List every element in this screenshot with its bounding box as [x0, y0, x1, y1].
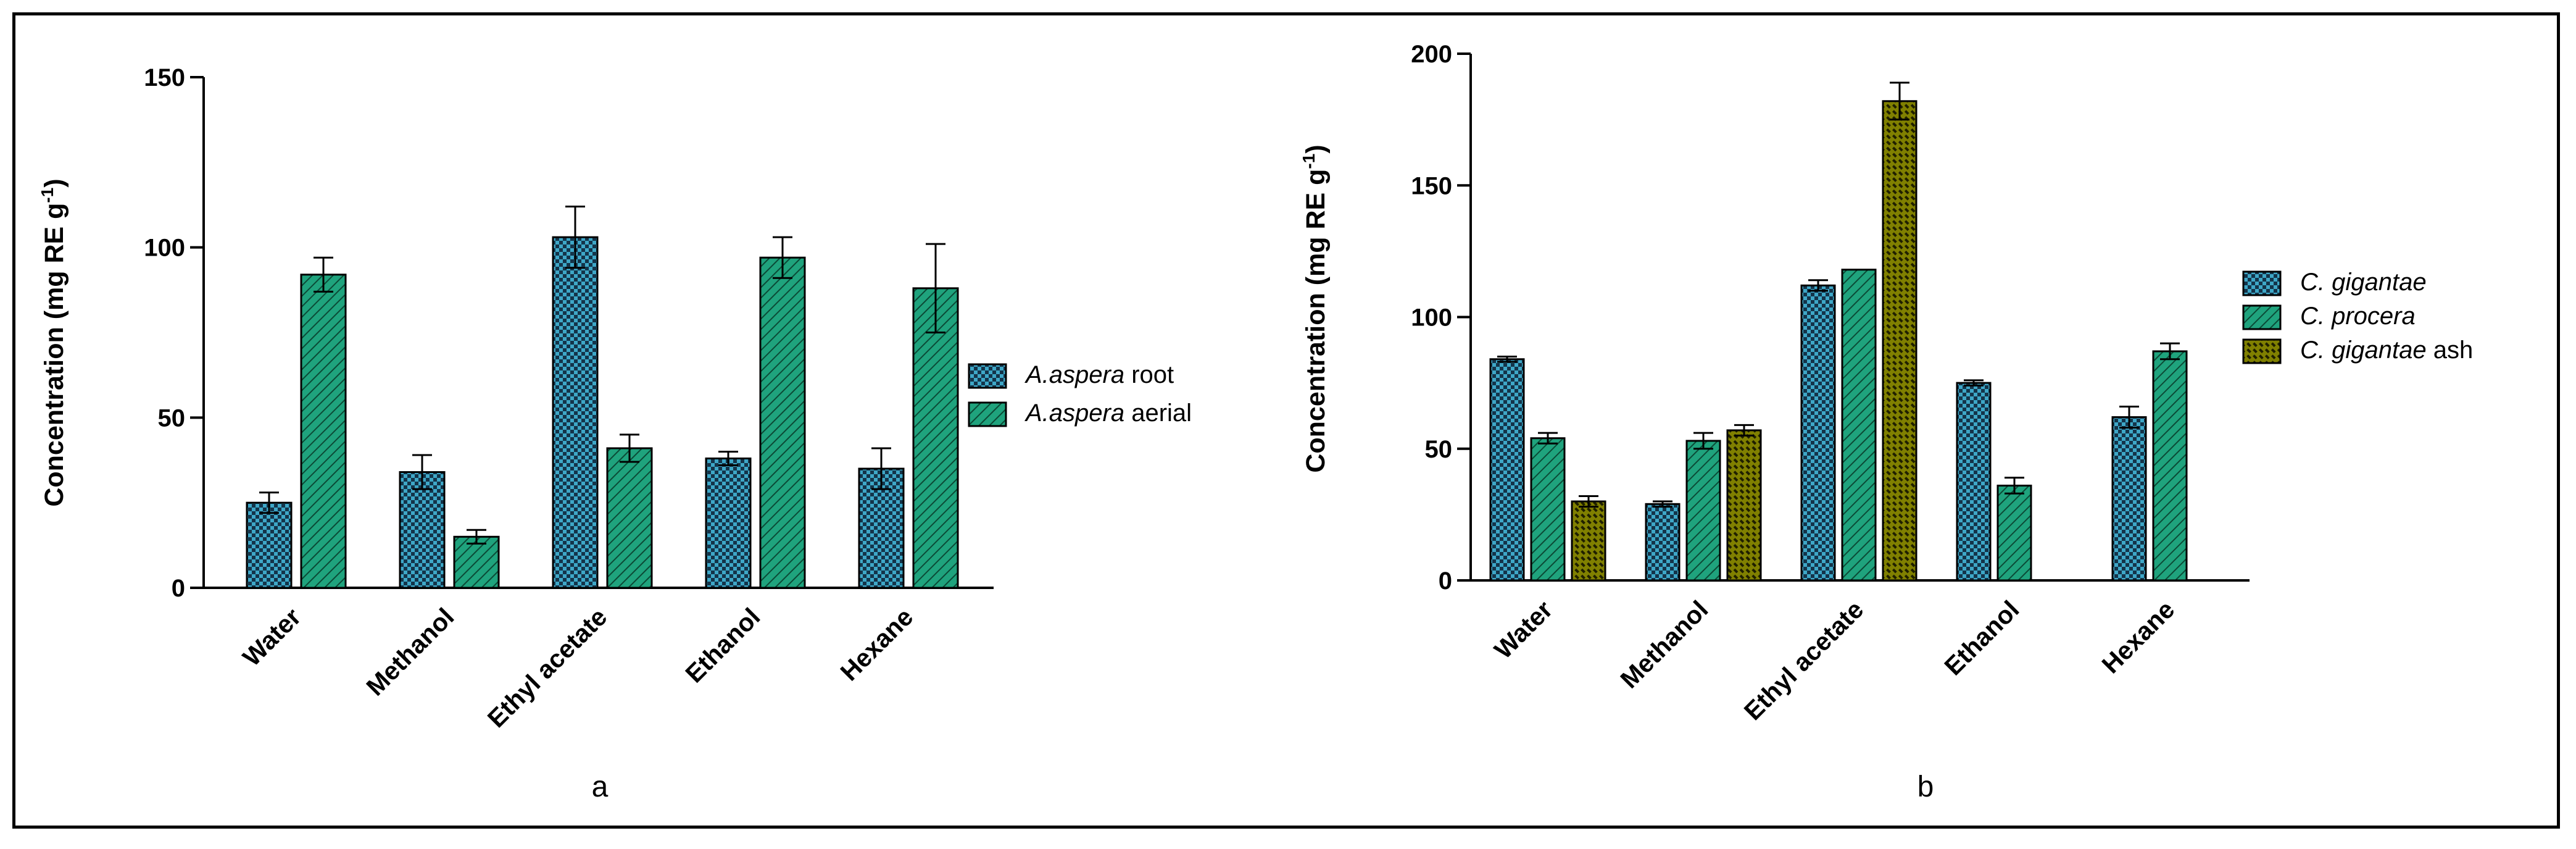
chart-b-category-label: Ethanol [1939, 595, 2025, 681]
chart-b-legend-item: C. gigantae ash [2242, 337, 2473, 364]
chart-b-bar [1645, 503, 1681, 582]
chart-a-category-label: Ethanol [680, 603, 766, 688]
chart-a-bar [912, 287, 959, 589]
chart-a-error-bar [773, 236, 792, 279]
chart-b-error-bar [1653, 500, 1672, 508]
chart-a-bar [606, 447, 653, 589]
chart-b-bar [2111, 416, 2147, 582]
chart-a-y-tick-label: 100 [144, 235, 185, 262]
chart-a-category-label: Hexane [835, 603, 919, 687]
chart-a-error-bar [259, 491, 279, 514]
chart-b-error-bar [1579, 495, 1598, 508]
chart-b-legend-swatch [2242, 270, 2282, 296]
chart-a-category-label: Water [237, 603, 306, 672]
chart-a-bar [705, 457, 752, 589]
chart-b-y-tick-label: 200 [1411, 41, 1452, 68]
chart-b-bar [1685, 440, 1721, 582]
chart-a-error-bar [718, 450, 738, 467]
chart-b-category-label: Water [1489, 595, 1558, 664]
chart-a-bar [552, 236, 599, 589]
svg-text:Concentration (mg RE g-1): Concentration (mg RE g-1) [38, 178, 69, 506]
svg-text:Concentration (mg RE g-1): Concentration (mg RE g-1) [1299, 144, 1331, 472]
chart-a-bar [399, 471, 446, 589]
chart-a-bar [300, 274, 347, 589]
chart-b-panel-label: b [1917, 771, 1934, 803]
chart-b-category-label: Hexane [2096, 595, 2180, 679]
chart-b-bar [2152, 350, 2188, 582]
chart-a-panel-label: a [592, 771, 609, 803]
chart-a-error-bar [565, 206, 585, 269]
chart-a-y-tick-label: 150 [144, 64, 185, 91]
chart-b-error-bar [1538, 432, 1558, 445]
chart-b-y-tick-label: 100 [1411, 304, 1452, 332]
chart-b-y-tick-label: 0 [1439, 567, 1452, 595]
chart-b-legend-swatch [2242, 304, 2282, 330]
chart-a-legend-label: A.aspera aerial [1024, 399, 1192, 427]
chart-a-legend-item: A.aspera aerial [968, 399, 1192, 427]
chart-a-error-bar [926, 243, 945, 333]
chart-b-bar [1841, 269, 1877, 582]
chart-b-legend-label: C. procera [2300, 303, 2416, 330]
chart-b-error-bar [1497, 355, 1517, 363]
chart-b-bar [1996, 484, 2032, 582]
chart-b-legend-swatch [2242, 338, 2282, 364]
chart-b-bar [1882, 100, 1917, 582]
chart-b-bar [1489, 358, 1525, 582]
chart-b-y-axis-label: Concentration (mg RE g-1) [1299, 144, 1331, 472]
chart-b-error-bar [1890, 82, 1909, 121]
chart-b-bar [1956, 382, 1992, 582]
chart-a-error-bar [620, 433, 639, 463]
chart-b-error-bar [1693, 432, 1713, 450]
chart-a-error-bar [314, 256, 333, 293]
chart-a-category-label: Methanol [361, 603, 460, 701]
chart-a-y-tick-label: 50 [158, 404, 186, 432]
chart-a-error-bar [467, 529, 486, 545]
chart-b-error-bar [2119, 406, 2139, 429]
chart-a-y-axis-label: Concentration (mg RE g-1) [38, 178, 69, 506]
chart-b-bar [1726, 429, 1762, 582]
chart-a-y-tick-label: 0 [172, 575, 185, 602]
chart-b-error-bar [2005, 477, 2024, 495]
chart-b-legend-item: C. gigantae [2242, 269, 2427, 296]
chart-b-legend-label: C. gigantae [2300, 269, 2427, 296]
chart-a-bar [759, 256, 806, 589]
chart-b-bar [1800, 284, 1836, 582]
chart-b-error-bar [1734, 424, 1754, 437]
chart-a-bar [246, 501, 293, 589]
chart-b-category-label: Ethyl acetate [1739, 595, 1869, 726]
chart-b-y-tick-label: 50 [1425, 436, 1453, 463]
chart-a-legend-swatch [968, 401, 1007, 427]
chart-b-error-bar [2160, 342, 2180, 361]
chart-a-legend-item: A.aspera root [968, 361, 1174, 389]
chart-b-legend-label: C. gigantae ash [2300, 337, 2473, 364]
figure-frame [12, 12, 2560, 829]
chart-b-y-tick-label: 150 [1411, 172, 1452, 199]
chart-a-error-bar [412, 454, 432, 490]
chart-b-category-label: Methanol [1615, 595, 1714, 694]
chart-b-bar [1530, 437, 1566, 582]
chart-b: Concentration (mg RE g-1) 0 50 100 150 200 W… [1299, 41, 2473, 803]
chart-b-legend-item: C. procera [2242, 303, 2416, 330]
chart-a-legend-swatch [968, 363, 1007, 389]
chart-a: Concentration (mg RE g-1) 0 50 100 150 Wate… [38, 64, 1192, 803]
chart-a-legend-label: A.aspera root [1024, 361, 1174, 388]
chart-b-error-bar [1808, 279, 1828, 292]
chart-b-bar [1571, 500, 1606, 582]
chart-a-error-bar [871, 447, 891, 490]
chart-b-error-bar [1964, 379, 1984, 387]
chart-a-category-label: Ethyl acetate [482, 603, 612, 733]
